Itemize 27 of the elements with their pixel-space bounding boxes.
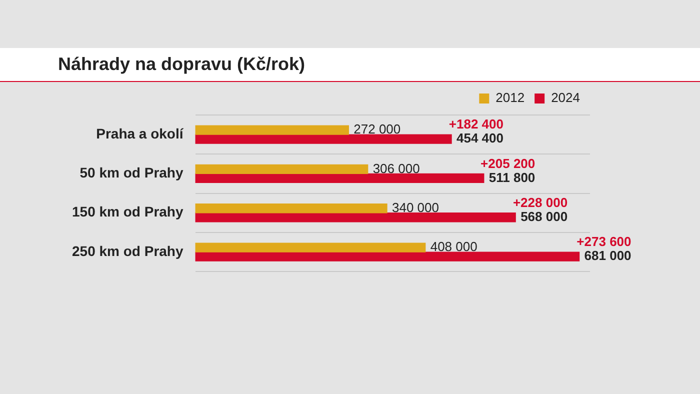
data-label: 272 000 <box>354 122 401 137</box>
bar <box>195 173 484 184</box>
chart-title: Náhrady na dopravu (Kč/rok) <box>0 48 700 82</box>
bar <box>195 252 580 262</box>
legend-label: 2012 <box>496 90 525 106</box>
y-tick-label: 150 km od Prahy <box>72 204 184 220</box>
data-label: 681 000 <box>584 248 632 264</box>
bar <box>195 204 388 214</box>
annotation: +182 400 <box>448 116 504 132</box>
bar <box>195 164 368 174</box>
bar <box>195 134 452 144</box>
bar <box>195 125 349 135</box>
y-tick-label: 250 km od Prahy <box>72 242 184 259</box>
data-label: 340 000 <box>392 200 439 215</box>
annotation: +273 600 <box>576 234 632 250</box>
data-label: 306 000 <box>372 160 420 176</box>
annotation: +205 200 <box>480 156 536 171</box>
data-label: 408 000 <box>430 239 478 254</box>
bar <box>195 242 426 252</box>
data-label: 511 800 <box>488 170 536 185</box>
legend-label: 2024 <box>551 90 580 106</box>
y-tick-label: 50 km od Prahy <box>80 164 184 181</box>
y-tick-label: Praha a okolí <box>96 125 184 142</box>
bar <box>195 212 516 222</box>
annotation: +228 000 <box>512 194 568 210</box>
data-label: 568 000 <box>520 208 568 224</box>
data-label: 454 400 <box>456 130 504 146</box>
